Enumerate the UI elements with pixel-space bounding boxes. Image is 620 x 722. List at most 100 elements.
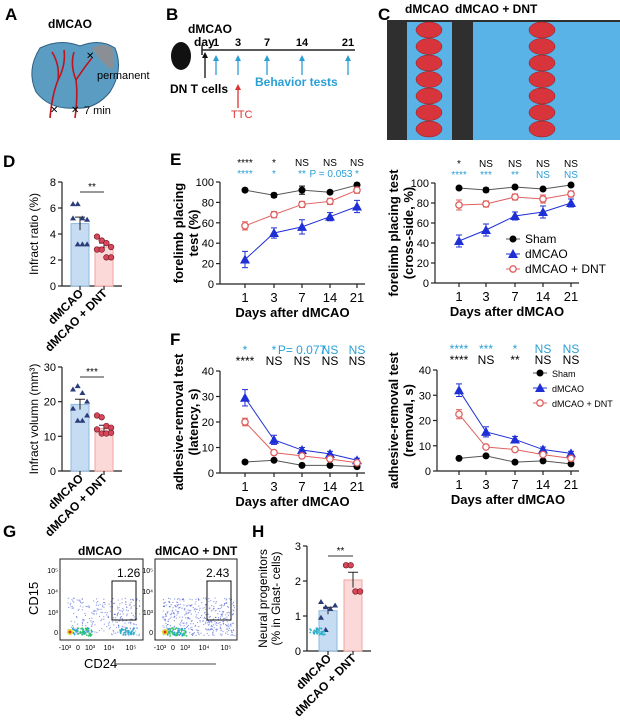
flow-event [222, 621, 224, 623]
data-point-circle [357, 588, 364, 595]
legend-label: Sham [525, 232, 556, 246]
flow-event [78, 600, 80, 602]
data-point-triangle [79, 241, 86, 247]
significance-sham-vs-dmcao: NS [322, 354, 339, 368]
panel-label-c: C [378, 5, 390, 24]
x-tick-label: 7 [511, 477, 518, 492]
significance-dmcao-vs-dnt: **** [237, 169, 253, 180]
significance-sham-vs-dmcao: **** [236, 354, 255, 368]
flow-event [109, 606, 112, 608]
flow-event [100, 608, 102, 610]
flow-event [177, 605, 179, 607]
flow-event [78, 599, 80, 601]
y-axis-label: adhesive-removal test [171, 353, 186, 490]
flow-event [79, 600, 81, 602]
flow-event [75, 615, 78, 618]
flow-event [172, 601, 174, 604]
flow-y-tick-label: 0 [54, 630, 58, 637]
flow-event [176, 601, 178, 603]
flow-event [70, 602, 72, 604]
data-point-triangle [74, 201, 81, 207]
flow-event [231, 631, 233, 633]
flow-event [220, 624, 222, 626]
flow-event [182, 632, 185, 635]
data-point-circle [107, 243, 115, 251]
flow-event [187, 624, 189, 626]
flow-event [136, 627, 138, 629]
flow-event [180, 624, 182, 626]
y-tick-label: 20 [44, 397, 56, 409]
flow-event [187, 609, 189, 611]
occlusion-mark-icon: ✕ [71, 105, 79, 116]
flow-event [90, 620, 92, 622]
flow-event [103, 630, 105, 632]
flow-event [79, 605, 82, 607]
flow-event [121, 611, 124, 613]
flow-event [230, 625, 232, 627]
data-point-dnt [270, 448, 278, 457]
data-point-circle [98, 237, 105, 244]
flow-event [133, 616, 135, 618]
y-tick-label: 10 [202, 443, 214, 455]
flow-event [187, 628, 190, 630]
flow-event [113, 602, 116, 604]
flow-event [213, 606, 215, 608]
flow-event [95, 604, 98, 606]
y-tick-label: 6 [50, 203, 56, 215]
flow-event [130, 623, 132, 625]
flow-event [183, 627, 186, 630]
data-point-sham [567, 460, 575, 468]
flow-event [215, 601, 217, 603]
panel-label-d: D [3, 152, 15, 171]
flow-event [212, 634, 214, 636]
legend-label: dMCAO + DNT [525, 262, 607, 276]
flow-event [118, 609, 120, 611]
flow-event [170, 613, 172, 615]
flow-event [215, 602, 217, 604]
flow-event [223, 620, 225, 623]
timeline-day-label: 14 [296, 37, 309, 49]
flow-event [212, 609, 214, 611]
data-point-triangle [70, 215, 76, 221]
flow-event [107, 615, 109, 617]
flow-event [185, 617, 187, 619]
flow-event [220, 629, 222, 632]
flow-event [81, 598, 83, 600]
data-point-circle [107, 424, 115, 431]
flow-event [309, 631, 312, 634]
flow-event [220, 634, 222, 637]
flow-event [184, 607, 186, 609]
brain-slice [415, 120, 443, 138]
bar-dmcao [70, 223, 90, 287]
brain-slice [415, 87, 443, 105]
significance-sham-vs-dmcao: NS [323, 158, 337, 169]
brain-slice [528, 21, 556, 39]
flow-event-hotspot [68, 630, 72, 634]
flow-event [208, 600, 210, 603]
flow-event [183, 604, 185, 606]
significance-dmcao-vs-dnt: NS [563, 342, 580, 356]
flow-event [87, 634, 90, 637]
y-tick-label: 60 [202, 218, 214, 230]
y-tick-label: 80 [202, 197, 214, 209]
flow-event [91, 624, 93, 626]
flow-event [185, 611, 187, 613]
data-point-triangle [84, 398, 91, 404]
flow-event [91, 625, 93, 628]
flow-event [84, 612, 86, 614]
data-point-circle [98, 246, 105, 253]
flow-event [193, 632, 195, 635]
flow-event [198, 629, 200, 632]
flow-event [208, 634, 210, 637]
y-tick-label: 0 [50, 466, 56, 478]
flow-event [167, 620, 170, 622]
y-axis-label: (cross-side, %) [401, 187, 416, 279]
flow-event [112, 629, 114, 632]
flow-event [202, 607, 204, 609]
flow-event [202, 620, 204, 623]
flow-event [197, 612, 199, 614]
flow-event [227, 628, 229, 630]
significance-dmcao-vs-dnt: NS [535, 342, 552, 356]
flow-event [122, 620, 124, 622]
flow-event [130, 631, 133, 633]
